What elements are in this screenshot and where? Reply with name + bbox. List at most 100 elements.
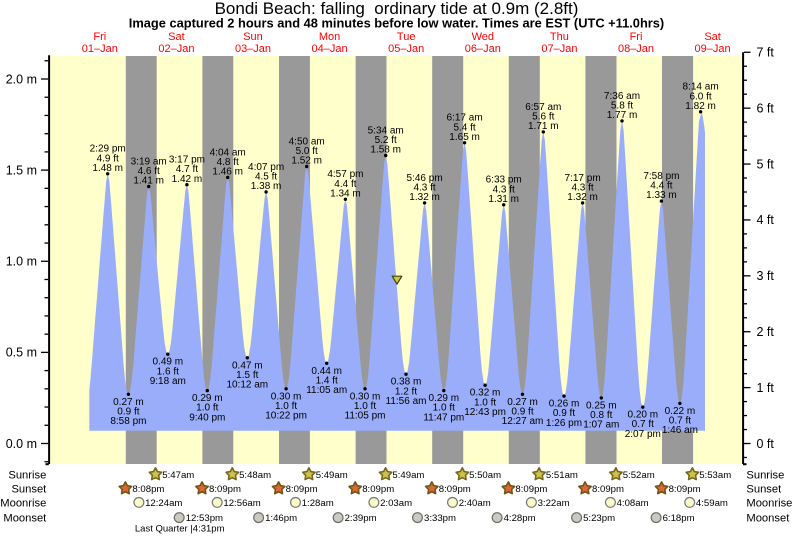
- svg-text:6:57 am: 6:57 am: [525, 102, 561, 113]
- svg-text:1.42 m: 1.42 m: [172, 174, 203, 185]
- svg-text:03–Jan: 03–Jan: [235, 43, 271, 55]
- svg-text:06–Jan: 06–Jan: [465, 43, 501, 55]
- svg-text:1.5 ft: 1.5 ft: [236, 370, 258, 381]
- svg-text:0.30 m: 0.30 m: [271, 391, 302, 402]
- svg-text:1.46 m: 1.46 m: [212, 167, 243, 178]
- svg-text:1.34 m: 1.34 m: [330, 188, 361, 199]
- svg-text:Sunrise: Sunrise: [746, 469, 784, 481]
- svg-text:4.9 ft: 4.9 ft: [97, 153, 119, 164]
- svg-text:11:47 pm: 11:47 pm: [423, 412, 464, 423]
- svg-text:1:26 pm: 1:26 pm: [546, 418, 582, 429]
- svg-text:Sunset: Sunset: [11, 484, 47, 496]
- svg-text:08–Jan: 08–Jan: [618, 43, 654, 55]
- svg-text:05–Jan: 05–Jan: [388, 43, 424, 55]
- svg-text:7:36 am: 7:36 am: [604, 91, 640, 102]
- svg-text:1.32 m: 1.32 m: [409, 192, 440, 203]
- svg-text:6:18pm: 6:18pm: [663, 513, 695, 524]
- svg-text:5.2 ft: 5.2 ft: [375, 135, 397, 146]
- svg-text:Mon: Mon: [319, 31, 340, 43]
- svg-text:12:43 pm: 12:43 pm: [464, 407, 506, 418]
- svg-text:4.8 ft: 4.8 ft: [217, 157, 239, 168]
- svg-text:1.0 ft: 1.0 ft: [275, 401, 297, 412]
- svg-text:10:22 pm: 10:22 pm: [265, 411, 307, 422]
- svg-text:2:07 pm: 2:07 pm: [625, 429, 661, 440]
- svg-text:2:03am: 2:03am: [380, 498, 412, 509]
- svg-text:0.44 m: 0.44 m: [311, 366, 342, 377]
- svg-text:5 ft: 5 ft: [757, 157, 775, 171]
- svg-text:0.0 m: 0.0 m: [6, 437, 37, 451]
- svg-text:11:05 am: 11:05 am: [306, 385, 347, 396]
- svg-text:4.3 ft: 4.3 ft: [493, 184, 515, 195]
- svg-text:0.9 ft: 0.9 ft: [511, 406, 533, 417]
- svg-text:6:17 am: 6:17 am: [447, 113, 483, 124]
- svg-text:07–Jan: 07–Jan: [541, 43, 577, 55]
- svg-text:Sat: Sat: [704, 31, 721, 43]
- svg-text:01–Jan: 01–Jan: [82, 43, 118, 55]
- svg-text:12:53pm: 12:53pm: [186, 513, 223, 524]
- svg-text:02–Jan: 02–Jan: [158, 43, 194, 55]
- svg-text:0.29 m: 0.29 m: [429, 393, 460, 404]
- svg-text:8:09pm: 8:09pm: [669, 484, 701, 495]
- svg-text:8:09pm: 8:09pm: [592, 484, 624, 495]
- svg-text:1.0 ft: 1.0 ft: [196, 403, 218, 414]
- svg-text:4:08am: 4:08am: [617, 498, 649, 509]
- svg-text:9:18 am: 9:18 am: [150, 376, 186, 387]
- svg-text:Moonrise: Moonrise: [746, 498, 792, 510]
- svg-text:7 ft: 7 ft: [757, 46, 775, 60]
- svg-text:10:12 am: 10:12 am: [226, 380, 268, 391]
- svg-text:Bondi Beach: falling ordinary: Bondi Beach: falling ordinary tide at 0.…: [215, 0, 579, 18]
- svg-text:0.9 ft: 0.9 ft: [117, 406, 139, 417]
- svg-text:7:58 pm: 7:58 pm: [643, 171, 679, 182]
- svg-text:0.30 m: 0.30 m: [350, 391, 381, 402]
- svg-text:2:29 pm: 2:29 pm: [90, 144, 126, 155]
- svg-text:1.2 ft: 1.2 ft: [395, 386, 417, 397]
- svg-text:4:50 am: 4:50 am: [289, 136, 325, 147]
- svg-text:Tue: Tue: [397, 31, 416, 43]
- svg-text:5:46 pm: 5:46 pm: [407, 173, 443, 184]
- svg-text:1.38 m: 1.38 m: [251, 181, 282, 192]
- svg-text:0 ft: 0 ft: [757, 437, 775, 451]
- svg-text:7:17 pm: 7:17 pm: [565, 173, 601, 184]
- svg-text:4.4 ft: 4.4 ft: [334, 179, 356, 190]
- svg-text:Thu: Thu: [550, 31, 569, 43]
- svg-text:1.77 m: 1.77 m: [607, 110, 638, 121]
- svg-text:11:05 pm: 11:05 pm: [345, 411, 386, 422]
- svg-text:9:40 pm: 9:40 pm: [189, 412, 225, 423]
- svg-text:1.31 m: 1.31 m: [488, 194, 519, 205]
- svg-text:0.47 m: 0.47 m: [232, 360, 263, 371]
- svg-text:1.48 m: 1.48 m: [92, 163, 123, 174]
- svg-text:0.22 m: 0.22 m: [665, 406, 696, 417]
- svg-text:Moonset: Moonset: [3, 513, 47, 525]
- svg-text:09–Jan: 09–Jan: [695, 43, 731, 55]
- svg-text:0.5 m: 0.5 m: [6, 346, 37, 360]
- svg-text:1.32 m: 1.32 m: [567, 192, 598, 203]
- svg-text:4:28pm: 4:28pm: [504, 513, 536, 524]
- svg-text:1.5 m: 1.5 m: [6, 163, 37, 177]
- svg-text:5:50am: 5:50am: [469, 470, 501, 481]
- svg-text:4:57 pm: 4:57 pm: [327, 169, 363, 180]
- svg-text:1.6 ft: 1.6 ft: [157, 366, 179, 377]
- svg-text:1.58 m: 1.58 m: [370, 145, 401, 156]
- svg-text:3:22am: 3:22am: [538, 498, 570, 509]
- svg-text:5.6 ft: 5.6 ft: [532, 111, 554, 122]
- svg-text:1.4 ft: 1.4 ft: [316, 375, 338, 386]
- svg-text:12:27 am: 12:27 am: [502, 416, 544, 427]
- svg-text:11:56 am: 11:56 am: [386, 396, 427, 407]
- svg-text:12:56am: 12:56am: [223, 498, 260, 509]
- svg-text:1.0 ft: 1.0 ft: [433, 403, 455, 414]
- svg-text:Moonrise: Moonrise: [0, 498, 46, 510]
- svg-text:0.25 m: 0.25 m: [586, 400, 617, 411]
- svg-text:Image captured 2 hours and 48: Image captured 2 hours and 48 minutes be…: [129, 16, 664, 31]
- svg-text:0.27 m: 0.27 m: [113, 397, 144, 408]
- svg-text:Wed: Wed: [472, 31, 494, 43]
- svg-text:0.38 m: 0.38 m: [391, 377, 422, 388]
- svg-text:6:33 pm: 6:33 pm: [486, 175, 522, 186]
- svg-text:0.49 m: 0.49 m: [153, 357, 184, 368]
- svg-text:Sun: Sun: [243, 31, 263, 43]
- svg-text:2.0 m: 2.0 m: [6, 72, 37, 86]
- svg-text:6.0 ft: 6.0 ft: [689, 91, 711, 102]
- svg-text:5.4 ft: 5.4 ft: [453, 122, 475, 133]
- svg-text:8:08pm: 8:08pm: [132, 484, 164, 495]
- svg-text:3:19 am: 3:19 am: [131, 156, 167, 167]
- svg-text:8:09pm: 8:09pm: [209, 484, 241, 495]
